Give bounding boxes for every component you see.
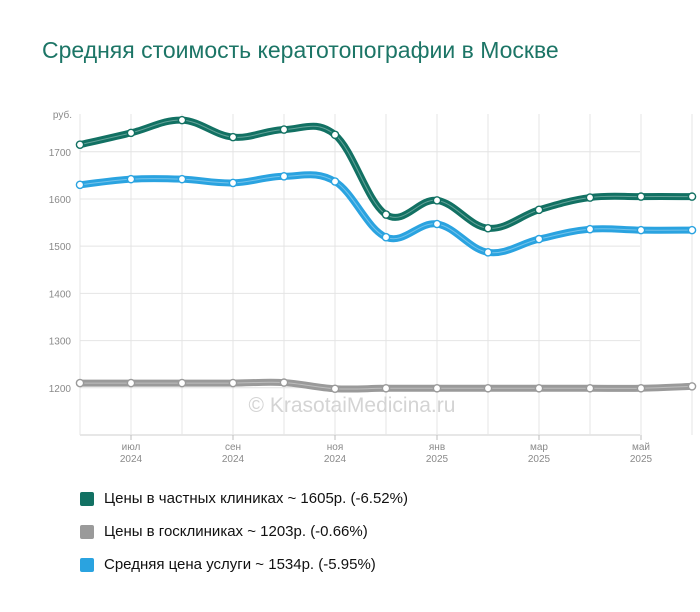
data-point [177, 174, 187, 184]
data-point [228, 378, 238, 388]
data-point [483, 383, 493, 393]
data-point [228, 132, 238, 142]
x-tick-label-year: 2025 [426, 454, 449, 465]
legend-item-public[interactable]: Цены в госклиниках ~ 1203р. (-0.66%) [80, 515, 408, 548]
data-point [636, 225, 646, 235]
y-tick-label: 1500 [49, 242, 72, 253]
data-point [636, 383, 646, 393]
data-point [534, 383, 544, 393]
y-axis-unit-label: руб. [53, 109, 72, 121]
x-tick-label-month: янв [429, 442, 445, 453]
legend-swatch-average [80, 557, 94, 572]
legend-label-public: Цены в госклиниках ~ 1203р. (-0.66%) [104, 523, 368, 540]
x-tick-label-year: 2024 [120, 454, 143, 465]
data-point [75, 140, 85, 149]
legend-item-average[interactable]: Средняя цена услуги ~ 1534р. (-5.95%) [80, 548, 408, 581]
data-point [126, 174, 136, 184]
x-tick-label-year: 2024 [324, 454, 347, 465]
data-point [381, 210, 391, 219]
data-point [585, 193, 595, 202]
data-point [75, 180, 85, 190]
data-point [279, 172, 289, 181]
data-point [687, 225, 697, 235]
data-point [279, 125, 289, 134]
data-point [330, 384, 340, 394]
y-tick-label: 1400 [49, 289, 72, 300]
y-tick-label: 1300 [49, 337, 72, 348]
legend-label-average: Средняя цена услуги ~ 1534р. (-5.95%) [104, 556, 376, 573]
x-tick-label-month: мар [530, 442, 548, 453]
legend-swatch-private [80, 491, 94, 506]
x-tick-label-month: май [632, 442, 650, 453]
data-point [687, 192, 697, 201]
x-tick-label-month: июл [122, 442, 141, 453]
data-point [126, 378, 136, 388]
data-point [381, 232, 391, 242]
data-point [228, 178, 238, 188]
data-point [177, 378, 187, 388]
data-point [432, 383, 442, 393]
chart-title: Средняя стоимость кератотопографии в Мос… [42, 37, 559, 63]
data-point [483, 248, 493, 257]
data-point [330, 130, 340, 140]
data-point [126, 128, 136, 138]
watermark: © KrasotaiMedicina.ru [249, 394, 456, 417]
data-point [636, 192, 646, 201]
data-point [432, 219, 442, 229]
x-tick-label-month: ноя [327, 442, 344, 453]
data-point [432, 196, 442, 205]
data-point [483, 223, 493, 233]
y-tick-label: 1600 [49, 195, 72, 206]
data-point [687, 382, 697, 391]
legend: Цены в частных клиниках ~ 1605р. (-6.52%… [80, 482, 408, 581]
x-tick-label-year: 2025 [630, 454, 653, 465]
data-point [279, 378, 289, 387]
y-tick-label: 1700 [49, 148, 72, 159]
data-point [75, 378, 85, 388]
x-tick-label-year: 2024 [222, 454, 245, 465]
legend-label-private: Цены в частных клиниках ~ 1605р. (-6.52%… [104, 490, 408, 507]
data-point [585, 383, 595, 393]
y-tick-label: 1200 [49, 384, 72, 395]
data-point [381, 383, 391, 393]
legend-swatch-public [80, 524, 94, 539]
line-chart: 120013001400150016001700руб.июл2024сен20… [49, 109, 697, 465]
data-point [534, 205, 544, 215]
data-point [534, 234, 544, 244]
data-point [330, 177, 340, 186]
data-point [585, 224, 595, 234]
x-tick-label-year: 2025 [528, 454, 551, 465]
legend-item-private[interactable]: Цены в частных клиниках ~ 1605р. (-6.52%… [80, 482, 408, 515]
data-point [177, 115, 187, 125]
x-tick-label-month: сен [225, 442, 241, 453]
